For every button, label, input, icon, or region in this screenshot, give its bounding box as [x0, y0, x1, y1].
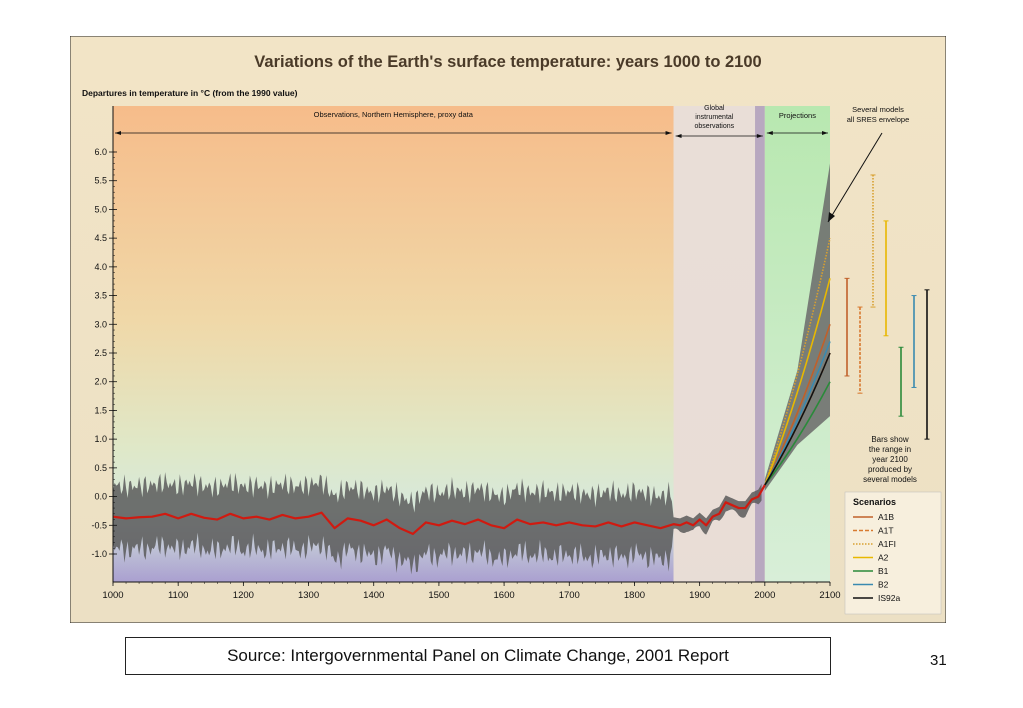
source-caption: Source: Intergovernmental Panel on Clima…	[125, 637, 831, 675]
region-1-arrow-right	[665, 131, 672, 135]
scenario-series	[764, 237, 831, 486]
y-tick-label: 6.0	[94, 147, 107, 157]
y-tick-label: -0.5	[91, 520, 107, 530]
y-tick-label: 0.0	[94, 492, 107, 502]
bars-note-line: several models	[863, 475, 917, 484]
region-3-label: Projections	[779, 111, 816, 120]
bars-note-line: the range in	[869, 445, 911, 454]
bars-note: Bars show the range in year 2100 produced b…	[863, 435, 917, 484]
x-tick-label: 1700	[559, 590, 580, 601]
y-tick-label: 5.0	[94, 204, 107, 214]
x-tick-label: 1000	[102, 590, 123, 601]
region-3-arrow-left	[766, 131, 773, 135]
x-tick-label: 1500	[428, 590, 449, 601]
x-tick-label: 1400	[363, 590, 384, 601]
y-tick-label: 5.5	[94, 176, 107, 186]
envelope-arrow	[827, 132, 883, 223]
x-tick-label: 1200	[233, 590, 254, 601]
region-1-arrow-left	[115, 131, 121, 135]
x-tick-label: 1300	[298, 590, 319, 601]
region-annotations: Observations, Northern Hemisphere, proxy…	[115, 105, 828, 138]
y-tick-label: 3.0	[94, 319, 107, 329]
series-line-is92a	[764, 352, 831, 486]
envelope-label: Several models all SRES envelope	[847, 105, 910, 124]
legend-title: Scenarios	[853, 497, 896, 507]
sres-envelope	[764, 163, 830, 491]
y-tick-label: -1.0	[91, 549, 107, 559]
present-strip-bg	[755, 106, 765, 582]
chart-figure: Variations of the Earth's surface temper…	[70, 36, 946, 623]
legend: Scenarios A1B A1T A1FI A2 B1 B2 IS92a	[844, 491, 942, 615]
x-tick-label: 1900	[689, 590, 710, 601]
x-tick-label: 2000	[754, 590, 775, 601]
legend-label-b2: B2	[878, 580, 889, 590]
legend-label-b1: B1	[878, 566, 889, 576]
series-line-a1b	[764, 324, 831, 486]
observed-temperature-line	[112, 484, 766, 535]
legend-label-a2: A2	[878, 553, 889, 563]
y-tick-label: 4.5	[94, 233, 107, 243]
y-tick-label: 0.5	[94, 463, 107, 473]
y-tick-label: 2.0	[94, 377, 107, 387]
legend-label-a1t: A1T	[878, 526, 894, 536]
chart-title: Variations of the Earth's surface temper…	[254, 53, 761, 71]
envelope-label-line: Several models	[852, 105, 904, 114]
x-tick-label: 2100	[819, 590, 840, 601]
y-axis-label: Departures in temperature in °C (from th…	[82, 88, 298, 98]
region-1-label: Observations, Northern Hemisphere, proxy…	[314, 110, 474, 119]
axes: -1.0 -0.5 0.0 0.5 1.0 1.5 2.0 2.5 3.0 3.5 4.0 4.5 5.…	[91, 106, 841, 601]
legend-box	[844, 491, 942, 615]
region-2-label-line-1: Global	[704, 105, 725, 112]
y-tick-label: 1.0	[94, 434, 107, 444]
region-2-label-line-3: observations	[694, 123, 734, 130]
legend-label-a1fi: A1FI	[878, 539, 896, 549]
page-number: 31	[930, 652, 947, 669]
envelope-label-line: all SRES envelope	[847, 115, 910, 124]
range-bars-2100	[844, 174, 930, 440]
envelope-label-line-1: Several models all SRES envelope	[847, 105, 910, 124]
envelope-area	[764, 163, 830, 491]
legend-label-is92a: IS92a	[878, 593, 900, 603]
x-tick-label: 1600	[494, 590, 515, 601]
y-tick-label: 2.5	[94, 348, 107, 358]
region-2-arrow-left	[675, 134, 682, 138]
bars-note-line: year 2100	[872, 455, 908, 464]
observed-line	[112, 484, 766, 535]
bars-note-line: Bars show	[871, 435, 909, 444]
source-text: Source: Intergovernmental Panel on Clima…	[227, 646, 729, 665]
envelope-arrowhead	[828, 212, 835, 222]
region-3-arrow-right	[822, 131, 828, 135]
proxy-data-band	[113, 472, 762, 575]
y-tick-label: 1.5	[94, 405, 107, 415]
bars-note-line: produced by	[868, 465, 912, 474]
region-2-label-line-2: instrumental	[695, 114, 734, 121]
proxy-uncertainty-band	[113, 472, 762, 575]
y-tick-label: 4.0	[94, 262, 107, 272]
legend-label-a1b: A1B	[878, 512, 894, 522]
series-line-a2	[764, 278, 831, 486]
x-tick-label: 1100	[168, 590, 188, 601]
x-tick-label: 1800	[624, 590, 645, 601]
series-line-b1	[764, 381, 831, 486]
y-tick-label: 3.5	[94, 291, 107, 301]
region-2-arrow-right	[756, 134, 763, 138]
